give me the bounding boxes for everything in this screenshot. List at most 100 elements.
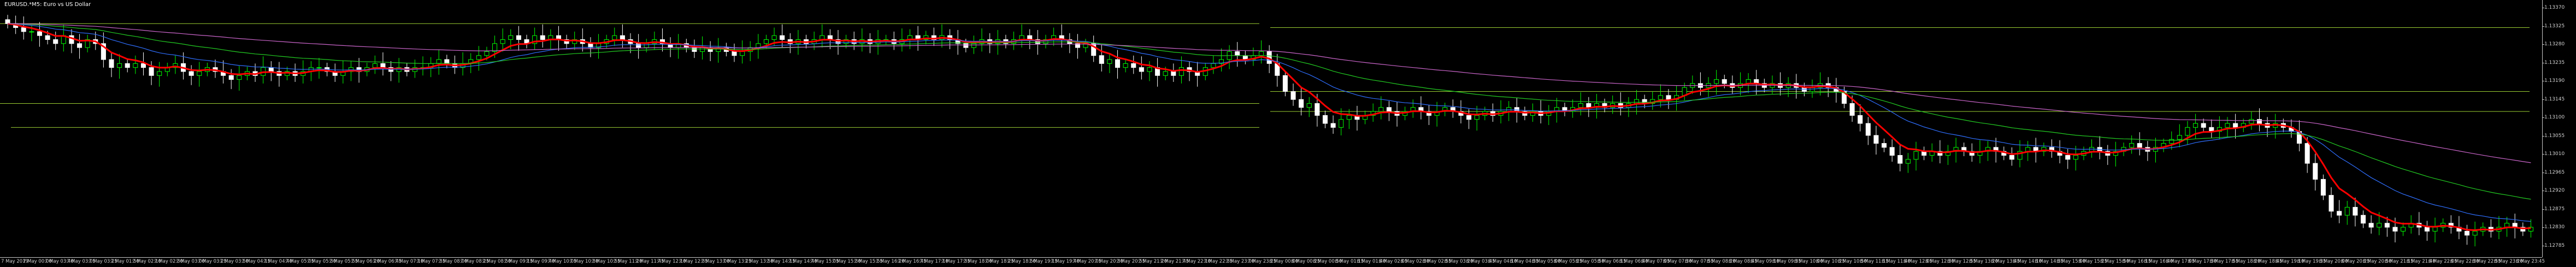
bullish-candle (2401, 227, 2406, 232)
bearish-candle (732, 51, 737, 56)
time-axis-label: 7 May 15:05 (810, 259, 839, 264)
time-axis-label: 7 May 15:30 (832, 259, 861, 264)
time-axis-label: 7 May 19:15 (1029, 259, 1058, 264)
time-axis-label: 7 May 11:45 (635, 259, 664, 264)
time-axis-label: 7 May 20:55 (1116, 259, 1146, 264)
bullish-candle (117, 63, 122, 68)
bearish-candle (444, 59, 450, 64)
bullish-candle (2177, 135, 2182, 140)
chart-title: EURUSD.*M5: Euro vs US Dollar (4, 2, 91, 8)
time-axis-label: 8 May 05:25 (1553, 259, 1583, 264)
bearish-candle (1426, 111, 1432, 116)
time-axis-label: 8 May 09:35 (1772, 259, 1801, 264)
time-axis-label: 7 May 15:55 (854, 259, 883, 264)
bearish-candle (963, 43, 969, 48)
bullish-candle (1474, 115, 1479, 120)
time-axis-label: 7 May 06:45 (373, 259, 402, 264)
bullish-candle (2169, 139, 2174, 144)
bullish-candle (2073, 155, 2078, 160)
bullish-candle (1506, 107, 1512, 112)
time-axis-label: 7 May 16:20 (876, 259, 905, 264)
bearish-candle (1290, 91, 1296, 100)
bearish-candle (2448, 223, 2454, 228)
time-axis-label: 8 May 21:15 (2384, 259, 2414, 264)
time-axis-label: 7 May 21:20 (1138, 259, 1168, 264)
bearish-candle (109, 59, 114, 68)
price-scale-label: 1.12965 (2542, 169, 2565, 175)
bullish-candle (133, 63, 138, 68)
bullish-candle (1147, 67, 1152, 72)
bullish-candle (197, 71, 202, 76)
candlestick-chart[interactable] (0, 0, 2542, 257)
bearish-candle (2424, 227, 2430, 232)
bearish-candle (2392, 227, 2398, 232)
time-axis-label: 8 May 05:50 (1575, 259, 1605, 264)
time-axis-label: 7 May 08:50 (482, 259, 511, 264)
time-axis-label: 7 May 10:05 (547, 259, 577, 264)
time-axis-label: 8 May 11:40 (1882, 259, 1911, 264)
bearish-candle (931, 35, 936, 40)
chart-area[interactable]: EURUSD.*M5: Euro vs US Dollar (0, 0, 2542, 257)
bearish-candle (1386, 107, 1392, 112)
bearish-candle (780, 35, 785, 40)
bullish-candle (2041, 147, 2047, 152)
time-axis-label: 7 May 06:20 (351, 259, 380, 264)
bearish-candle (564, 39, 569, 44)
bullish-candle (2193, 123, 2198, 128)
bullish-candle (173, 63, 178, 68)
time-axis-label: 7 May 09:40 (526, 259, 555, 264)
bearish-candle (2360, 215, 2366, 224)
time-axis-label: 8 May 08:45 (1729, 259, 1758, 264)
time-axis-label: 7 May 02:10 (132, 259, 162, 264)
time-scale[interactable]: 7 May 2019 7 May 00:00 7 May 03:40 7 May 03… (0, 257, 2545, 267)
time-axis-label: 7 May 23:25 (1247, 259, 1277, 264)
bullish-candle (532, 35, 538, 44)
bullish-candle (1530, 111, 1536, 116)
bullish-candle (971, 43, 976, 48)
time-axis-label: 7 May 19:40 (1051, 259, 1080, 264)
bearish-candle (1131, 63, 1136, 68)
bearish-candle (2329, 195, 2334, 212)
bearish-candle (140, 63, 146, 68)
time-axis-label: 7 May 13:25 (722, 259, 752, 264)
bearish-candle (1282, 75, 1288, 92)
price-scale-label: 1.12875 (2542, 206, 2565, 212)
time-axis-label: 8 May 16:40 (2144, 259, 2173, 264)
bearish-candle (636, 43, 641, 48)
time-axis-label: 8 May 00:50 (1313, 259, 1342, 264)
bearish-candle (1858, 115, 1863, 124)
bearish-candle (2256, 119, 2262, 124)
time-axis-label: 8 May 15:50 (2100, 259, 2130, 264)
bearish-candle (1849, 103, 1855, 116)
bullish-candle (1043, 39, 1048, 44)
bearish-candle (2233, 123, 2238, 128)
time-axis-label: 8 May 17:05 (2166, 259, 2195, 264)
time-axis-label: 8 May 23:45 (2515, 259, 2545, 264)
price-scale-label: 1.12785 (2542, 243, 2565, 248)
time-axis-label: 8 May 03:20 (1444, 259, 1473, 264)
bullish-candle (2185, 127, 2190, 136)
time-axis-label: 8 May 13:45 (1991, 259, 2020, 264)
bearish-candle (1897, 155, 1903, 164)
bullish-candle (1634, 99, 1640, 104)
time-axis-label: 8 May 20:50 (2362, 259, 2392, 264)
bearish-candle (37, 31, 42, 36)
time-axis-label: 8 May 12:05 (1903, 259, 1933, 264)
bearish-candle (2464, 230, 2470, 236)
time-axis-label: 7 May 14:15 (766, 259, 795, 264)
price-scale-label: 1.13325 (2542, 23, 2565, 29)
time-axis-label: 8 May 01:40 (1357, 259, 1386, 264)
time-axis-label: 7 May 22:10 (1182, 259, 1211, 264)
bearish-candle (1235, 51, 1240, 56)
time-axis-label: 8 May 07:55 (1684, 259, 1714, 264)
bearish-candle (2137, 143, 2142, 148)
bullish-candle (844, 39, 849, 44)
price-scale[interactable]: 1.13370 1.13325 1.13280 1.13235 1.13190 1.131… (2542, 0, 2576, 257)
bearish-candle (1466, 115, 1472, 120)
bearish-candle (2304, 143, 2310, 164)
time-axis-label: 7 May 01:50 (110, 259, 140, 264)
time-axis-label: 8 May 03:45 (1466, 259, 1495, 264)
bullish-candle (1378, 107, 1384, 112)
time-axis-label: 8 May 19:10 (2275, 259, 2304, 264)
time-axis-label: 8 May 10:25 (1816, 259, 1846, 264)
